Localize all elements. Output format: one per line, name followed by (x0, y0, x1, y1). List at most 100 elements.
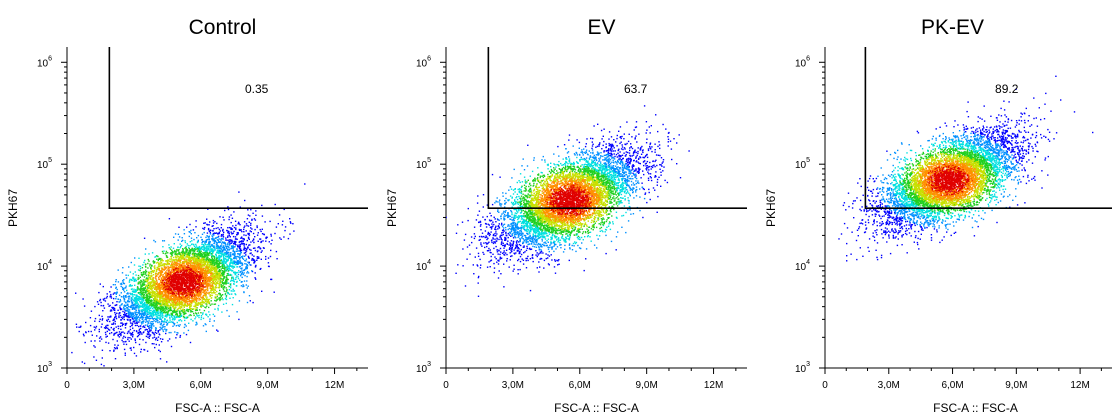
event-point (195, 259, 197, 261)
event-point (244, 274, 246, 277)
event-point (186, 300, 189, 303)
event-point (209, 221, 211, 223)
event-point (75, 292, 77, 294)
event-point (159, 323, 162, 325)
event-point (138, 330, 140, 332)
event-point (139, 331, 141, 334)
event-point (153, 277, 155, 279)
event-point (129, 328, 132, 331)
event-point (94, 329, 96, 331)
event-point (170, 263, 172, 266)
event-point (185, 333, 188, 336)
event-point (81, 361, 83, 363)
event-point (177, 302, 179, 304)
event-point (124, 341, 126, 343)
event-point (140, 317, 142, 319)
event-point (205, 236, 207, 239)
event-point (229, 269, 231, 271)
event-point (227, 270, 230, 272)
event-point (203, 290, 205, 292)
event-point (176, 300, 179, 302)
event-point (224, 209, 226, 212)
event-point (223, 260, 225, 262)
event-point (136, 286, 139, 288)
event-point (156, 295, 159, 297)
event-point (218, 286, 220, 289)
event-point (233, 271, 235, 274)
event-point (141, 288, 143, 290)
event-point (159, 310, 161, 313)
event-point (222, 235, 224, 237)
event-point (215, 300, 217, 302)
event-point (226, 256, 228, 258)
event-point (250, 224, 252, 226)
event-point (159, 358, 162, 360)
event-point (154, 296, 156, 299)
event-point (199, 249, 201, 251)
event-point (157, 308, 159, 311)
event-point (221, 241, 223, 243)
event-point (136, 324, 138, 327)
event-point (237, 271, 239, 274)
event-point (205, 240, 208, 242)
event-point (130, 332, 132, 335)
event-point (144, 283, 146, 286)
event-point (188, 322, 190, 324)
event-point (159, 301, 161, 303)
event-point (124, 310, 126, 312)
event-point (141, 312, 143, 314)
event-point (230, 285, 232, 287)
event-point (150, 285, 153, 287)
event-point (143, 261, 145, 264)
event-point (90, 310, 93, 312)
event-point (121, 272, 124, 274)
event-point (252, 239, 255, 241)
event-point (119, 300, 122, 302)
event-point (151, 296, 153, 298)
event-point (138, 343, 141, 346)
event-point (189, 231, 191, 233)
event-point (204, 250, 206, 252)
event-point (274, 203, 276, 206)
event-point (130, 312, 132, 315)
event-point (193, 312, 195, 315)
event-point (125, 285, 127, 287)
event-point (204, 246, 206, 249)
event-point (172, 318, 175, 320)
event-point (138, 325, 140, 328)
event-point (169, 260, 171, 263)
event-point (197, 302, 200, 304)
event-point (158, 269, 161, 271)
event-point (198, 294, 200, 296)
event-point (126, 315, 128, 317)
event-point (165, 250, 168, 253)
event-point (204, 267, 206, 270)
event-point (177, 255, 180, 258)
event-point (233, 262, 236, 265)
event-point (210, 279, 212, 281)
event-point (148, 292, 151, 294)
event-point (219, 282, 222, 284)
event-point (275, 250, 278, 253)
x-tick-label: 12M (325, 380, 344, 391)
event-point (159, 326, 161, 328)
event-point (139, 301, 141, 303)
event-point (145, 309, 147, 311)
event-point (141, 275, 144, 277)
event-point (191, 301, 193, 304)
event-point (219, 278, 222, 280)
event-point (212, 237, 214, 239)
event-point (230, 228, 232, 230)
event-point (206, 279, 208, 281)
event-point (200, 315, 203, 317)
event-point (205, 284, 207, 286)
event-point (176, 321, 178, 324)
event-point (239, 265, 241, 268)
event-point (144, 273, 147, 275)
event-point (151, 293, 154, 295)
event-point (212, 250, 214, 253)
event-point (217, 256, 219, 258)
event-point (166, 269, 168, 272)
event-point (197, 258, 200, 260)
event-point (238, 256, 241, 258)
